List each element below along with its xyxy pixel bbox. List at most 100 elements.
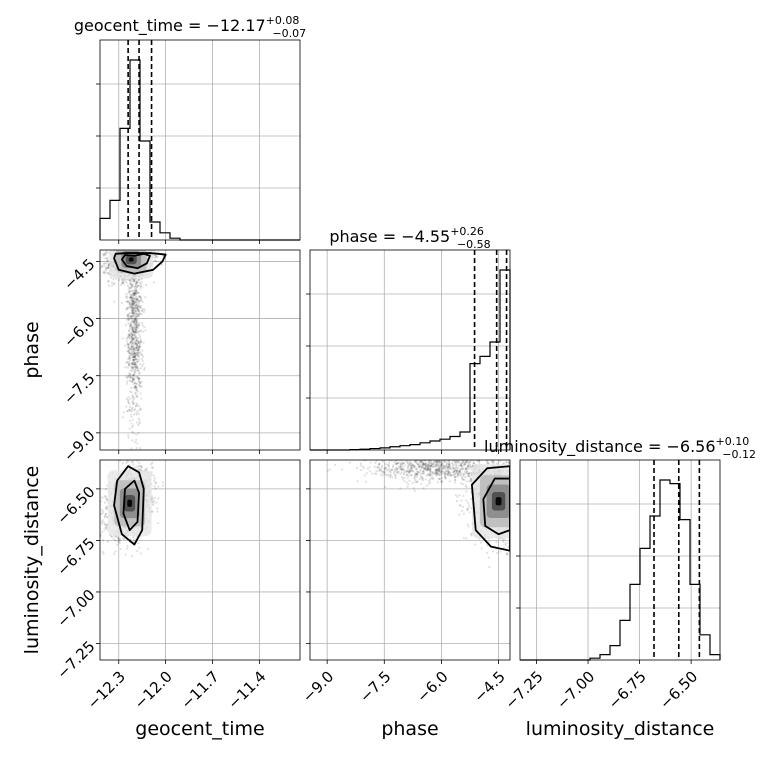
sample-point (114, 245, 116, 247)
sample-point (132, 311, 135, 314)
sample-point (134, 293, 137, 296)
sample-point (128, 356, 131, 359)
sample-point (128, 408, 131, 411)
sample-point (514, 492, 516, 494)
sample-point (92, 533, 94, 535)
sample-point (141, 364, 144, 368)
sample-point (132, 302, 135, 305)
sample-point (135, 345, 138, 348)
sample-point (123, 242, 125, 244)
sample-point (133, 291, 136, 294)
sample-point (136, 306, 139, 309)
sample-point (512, 489, 514, 491)
sample-point (132, 278, 135, 281)
sample-point (133, 344, 136, 347)
sample-point (103, 262, 106, 265)
sample-point (122, 537, 126, 541)
sample-point (136, 344, 139, 347)
sample-point (133, 304, 136, 307)
sample-point (133, 330, 136, 333)
sample-point (136, 358, 139, 361)
sample-point (135, 411, 138, 414)
sample-point (130, 350, 133, 353)
sample-point (127, 318, 130, 321)
sample-point (139, 363, 142, 366)
sample-point (138, 294, 141, 298)
sample-point (131, 297, 135, 300)
sample-point (458, 513, 461, 516)
sample-point (138, 348, 141, 351)
sample-point (130, 308, 134, 311)
sample-point (132, 307, 135, 310)
sample-point (154, 254, 157, 257)
sample-point (133, 318, 136, 321)
sample-point (140, 246, 142, 248)
sample-point (131, 299, 134, 302)
sample-point (137, 313, 140, 316)
sample-point (135, 446, 138, 450)
sample-point (134, 295, 138, 298)
sample-point (130, 447, 133, 450)
sample-point (139, 367, 142, 370)
sample-point (134, 375, 137, 379)
sample-point (128, 304, 132, 307)
sample-point (134, 365, 137, 368)
sample-point (139, 385, 142, 388)
sample-point (105, 505, 108, 509)
sample-point (140, 321, 144, 325)
sample-point (130, 306, 133, 309)
sample-point (139, 329, 142, 332)
sample-point (514, 478, 516, 480)
sample-point (135, 442, 139, 445)
sample-point (132, 373, 135, 377)
sample-point (131, 310, 134, 313)
sample-point (138, 296, 142, 299)
sample-point (126, 380, 129, 383)
sample-point (505, 553, 508, 556)
sample-point (133, 319, 137, 322)
sample-point (146, 243, 148, 245)
sample-point (132, 331, 135, 334)
sample-point (134, 364, 138, 367)
sample-point (139, 243, 141, 245)
sample-point (107, 266, 110, 269)
sample-point (130, 246, 132, 248)
sample-point (513, 495, 515, 497)
sample-point (134, 247, 136, 249)
sample-point (154, 260, 157, 263)
sample-point (148, 244, 150, 246)
sample-point (517, 475, 519, 477)
sample-point (127, 278, 130, 281)
sample-point (132, 293, 135, 296)
sample-point (516, 489, 518, 491)
sample-point (136, 409, 139, 413)
sample-point (139, 306, 142, 309)
sample-point (104, 257, 107, 260)
sample-point (140, 385, 143, 388)
sample-point (149, 246, 151, 248)
sample-point (133, 381, 136, 385)
sample-point (131, 333, 134, 336)
sample-point (132, 243, 134, 245)
sample-point (133, 280, 136, 283)
sample-point (107, 279, 110, 283)
sample-point (138, 312, 142, 316)
sample-point (128, 248, 130, 250)
sample-point (137, 340, 140, 343)
sample-point (133, 342, 137, 345)
sample-point (131, 334, 134, 337)
sample-point (513, 498, 515, 500)
sample-point (133, 321, 136, 324)
sample-point (137, 380, 140, 383)
sample-point (125, 308, 128, 311)
sample-point (131, 378, 134, 381)
contour-phase_vs_geocent_time-1 (113, 252, 167, 275)
sample-point (135, 298, 138, 301)
sample-point (134, 385, 137, 389)
sample-point (137, 244, 139, 246)
sample-point (128, 334, 131, 337)
sample-point (138, 241, 140, 243)
sample-point (131, 345, 134, 349)
sample-point (142, 248, 144, 250)
sample-point (100, 534, 102, 537)
